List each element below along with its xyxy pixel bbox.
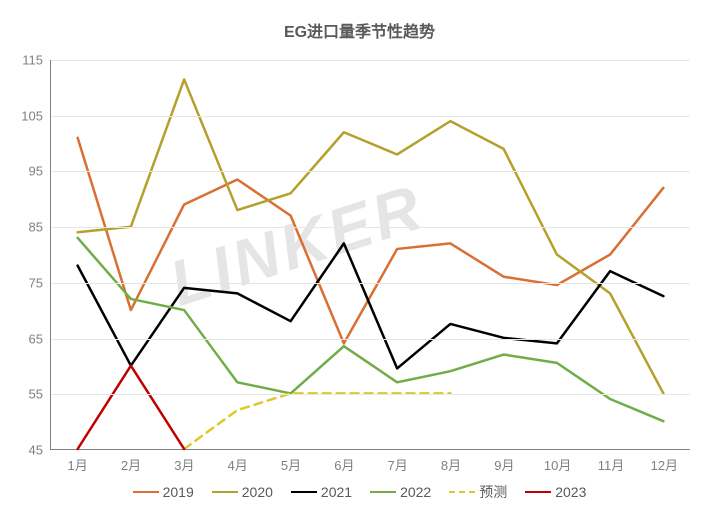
- x-tick-label: 6月: [334, 449, 354, 474]
- legend-label: 2019: [163, 484, 194, 500]
- legend-swatch: [525, 491, 551, 493]
- chart-title: EG进口量季节性趋势: [0, 18, 719, 42]
- legend-label: 2022: [400, 484, 431, 500]
- legend-swatch: [291, 491, 317, 493]
- legend-item-2021: 2021: [291, 482, 352, 502]
- legend-item-2022: 2022: [370, 482, 431, 502]
- legend-item-2019: 2019: [133, 482, 194, 502]
- gridline: [51, 339, 690, 340]
- plot-area: LINKER 4555657585951051151月2月3月4月5月6月7月8…: [50, 60, 690, 450]
- y-tick-label: 95: [29, 164, 51, 179]
- legend-swatch: [212, 491, 238, 493]
- legend: 2019 2020 2021 2022 预测 2023: [0, 482, 719, 502]
- x-tick-label: 4月: [228, 449, 248, 474]
- legend-item-2023: 2023: [525, 482, 586, 502]
- legend-swatch: [133, 491, 159, 493]
- series-2019: [78, 138, 664, 344]
- series-2020: [78, 79, 664, 393]
- gridline: [51, 227, 690, 228]
- chart-container: EG进口量季节性趋势 LINKER 4555657585951051151月2月…: [0, 0, 719, 524]
- y-tick-label: 85: [29, 220, 51, 235]
- x-tick-label: 2月: [121, 449, 141, 474]
- legend-label: 预测: [479, 482, 507, 502]
- y-tick-label: 45: [29, 443, 51, 458]
- y-tick-label: 65: [29, 331, 51, 346]
- chart-lines: [51, 60, 690, 449]
- gridline: [51, 60, 690, 61]
- legend-swatch: [370, 491, 396, 493]
- gridline: [51, 116, 690, 117]
- x-tick-label: 7月: [388, 449, 408, 474]
- x-tick-label: 11月: [598, 449, 625, 474]
- series-2023: [78, 366, 184, 449]
- y-tick-label: 115: [22, 53, 51, 68]
- legend-label: 2020: [242, 484, 273, 500]
- gridline: [51, 171, 690, 172]
- y-tick-label: 105: [21, 108, 51, 123]
- y-tick-label: 75: [29, 275, 51, 290]
- legend-label: 2023: [555, 484, 586, 500]
- x-tick-label: 12月: [651, 449, 678, 474]
- series-预测: [184, 393, 450, 449]
- legend-item-2020: 2020: [212, 482, 273, 502]
- gridline: [51, 394, 690, 395]
- x-tick-label: 8月: [441, 449, 461, 474]
- x-tick-label: 1月: [68, 449, 88, 474]
- legend-swatch: [449, 491, 475, 493]
- gridline: [51, 283, 690, 284]
- x-tick-label: 9月: [494, 449, 514, 474]
- x-tick-label: 3月: [174, 449, 194, 474]
- x-tick-label: 10月: [544, 449, 571, 474]
- legend-label: 2021: [321, 484, 352, 500]
- y-tick-label: 55: [29, 387, 51, 402]
- legend-item-预测: 预测: [449, 482, 507, 502]
- x-tick-label: 5月: [281, 449, 301, 474]
